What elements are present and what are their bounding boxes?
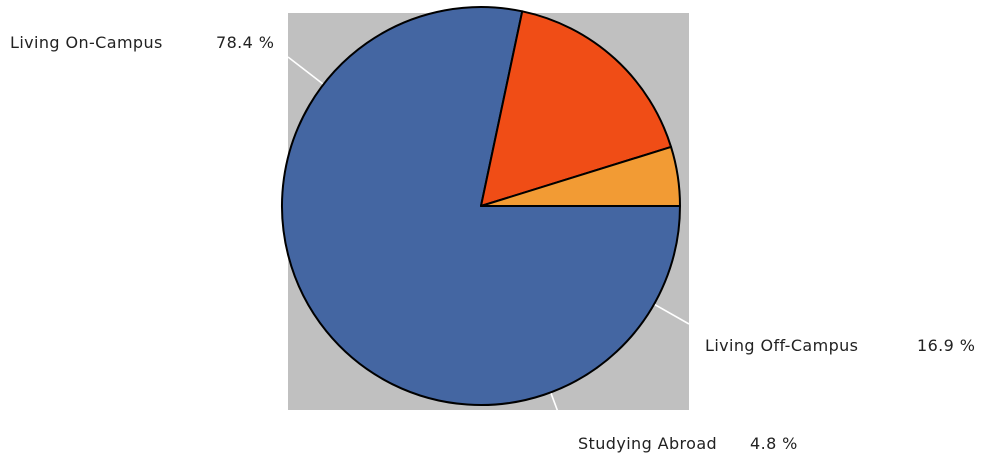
- leader-lines: [287, 56, 690, 413]
- slice-label-living-off-campus-value: 16.9 %: [917, 336, 975, 355]
- slice-label-studying-abroad-name: Studying Abroad: [578, 434, 717, 453]
- leader-line-living-off-campus: [654, 303, 690, 325]
- slice-label-living-off-campus-name: Living Off-Campus: [705, 336, 858, 355]
- slice-label-living-on-campus-name: Living On-Campus: [10, 33, 163, 52]
- slice-label-living-on-campus-value: 78.4 %: [216, 33, 274, 52]
- leader-line-living-on-campus: [287, 56, 324, 85]
- leader-line-studying-abroad: [550, 393, 559, 413]
- pie-slice-living-off-campus: [480, 10, 673, 207]
- slice-label-studying-abroad-value: 4.8 %: [750, 434, 798, 453]
- pie-slices: [281, 6, 681, 406]
- pie-slice-studying-abroad: [480, 145, 681, 207]
